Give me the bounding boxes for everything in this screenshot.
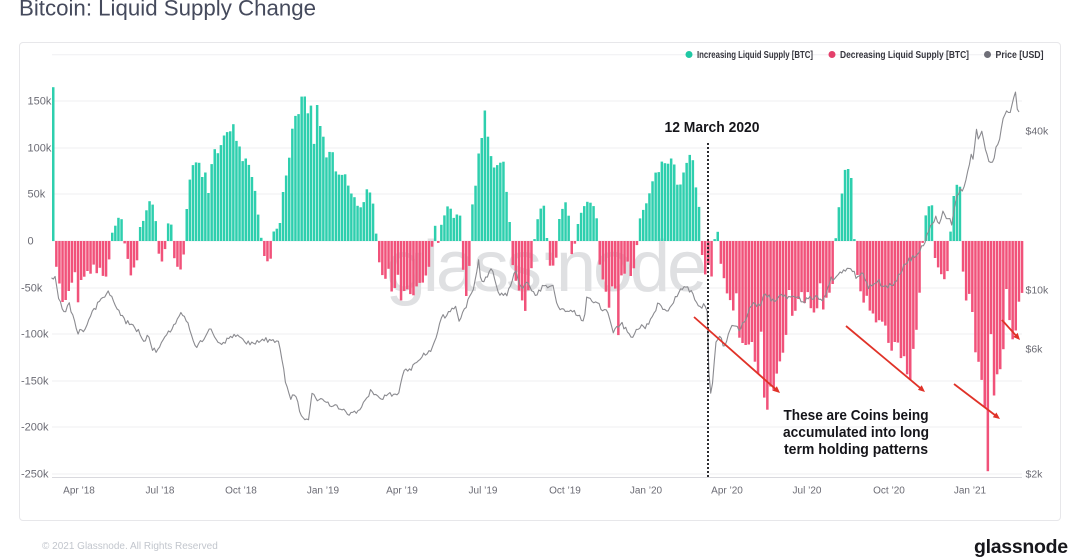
svg-text:accumulated into long: accumulated into long — [783, 424, 929, 441]
svg-text:$6k: $6k — [1026, 344, 1044, 356]
svg-text:Increasing Liquid Supply [BTC]: Increasing Liquid Supply [BTC] — [697, 50, 813, 61]
svg-text:Price [USD]: Price [USD] — [996, 50, 1044, 61]
svg-text:Oct ’18: Oct ’18 — [225, 486, 257, 497]
svg-text:Apr ’19: Apr ’19 — [386, 486, 418, 497]
svg-text:Apr ’18: Apr ’18 — [63, 486, 95, 497]
svg-text:Apr ’20: Apr ’20 — [711, 486, 743, 497]
svg-text:Jan ’20: Jan ’20 — [630, 486, 663, 497]
svg-text:Decreasing Liquid Supply [BTC]: Decreasing Liquid Supply [BTC] — [840, 50, 969, 61]
svg-text:50k: 50k — [28, 189, 46, 201]
svg-text:Oct ’19: Oct ’19 — [549, 486, 581, 497]
svg-text:Jul ’20: Jul ’20 — [793, 486, 822, 497]
svg-text:Jul ’18: Jul ’18 — [146, 486, 175, 497]
svg-text:-50k: -50k — [21, 283, 43, 295]
svg-text:$40k: $40k — [1026, 126, 1050, 138]
svg-text:These are Coins being: These are Coins being — [784, 407, 929, 424]
svg-text:term holding patterns: term holding patterns — [784, 441, 928, 458]
svg-text:$2k: $2k — [1026, 469, 1044, 481]
svg-text:$10k: $10k — [1026, 285, 1050, 297]
svg-text:Jan ’19: Jan ’19 — [307, 486, 340, 497]
svg-text:150k: 150k — [28, 96, 52, 108]
svg-text:100k: 100k — [28, 143, 52, 155]
svg-text:-200k: -200k — [21, 422, 49, 434]
svg-text:Oct ’20: Oct ’20 — [873, 486, 905, 497]
svg-text:-250k: -250k — [21, 469, 49, 481]
svg-text:Jul ’19: Jul ’19 — [469, 486, 498, 497]
svg-text:-100k: -100k — [21, 329, 49, 341]
svg-text:-150k: -150k — [21, 376, 49, 388]
svg-text:Bitcoin: Liquid Supply Change: Bitcoin: Liquid Supply Change — [19, 0, 316, 21]
svg-text:0: 0 — [28, 236, 34, 248]
svg-text:12 March 2020: 12 March 2020 — [665, 119, 760, 136]
svg-text:Jan ’21: Jan ’21 — [954, 486, 987, 497]
